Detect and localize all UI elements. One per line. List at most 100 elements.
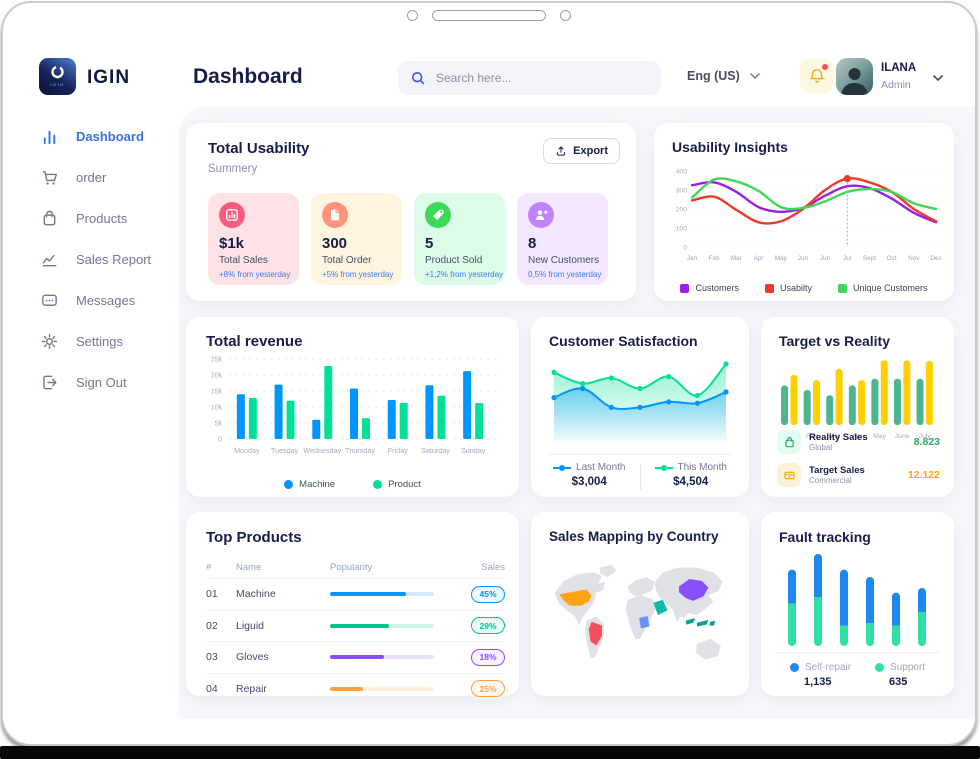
svg-text:May: May [873, 433, 886, 440]
stat-label: New Customers [528, 255, 600, 266]
page-title: Dashboard [193, 65, 303, 88]
svg-text:Friday: Friday [388, 446, 408, 455]
speaker-icon [432, 10, 546, 21]
stat-delta: 0,5% from yesterday [528, 270, 602, 279]
sidebar-item-dashboard[interactable]: Dashboard [40, 120, 179, 152]
total-revenue-legend: Machine Product [186, 479, 519, 490]
svg-text:Saturday: Saturday [421, 446, 450, 455]
svg-text:Tuesday: Tuesday [271, 446, 299, 455]
logo-swirl-icon: IGIN [50, 65, 64, 87]
device-camera-strip [3, 10, 975, 21]
card-title: Top Products [206, 529, 302, 546]
card-title: Usability Insights [672, 139, 788, 155]
popularity-bar [330, 592, 461, 597]
legend-label: Reality Sales [809, 431, 868, 443]
sidebar-item-label: Sign Out [76, 374, 127, 390]
total-usability-card: Total Usability Summery Export $1k Total… [186, 123, 636, 301]
card-title: Total Usability [208, 140, 310, 157]
sidebar-item-messages[interactable]: Messages [40, 284, 179, 316]
product-rank: 04 [206, 682, 218, 695]
legend-sublabel: Commercial [809, 475, 852, 485]
camera-icon [560, 10, 571, 21]
divider [639, 464, 641, 490]
ticket-icon [777, 463, 801, 487]
legend-self-repair: Self-repair 1,135 [789, 662, 851, 688]
line-chart-icon [42, 254, 57, 266]
customer-satisfaction-card: Customer Satisfaction Last Month $3,004 [531, 317, 749, 497]
country-saudi-arabia[interactable] [653, 599, 668, 616]
search-input[interactable] [434, 70, 638, 86]
customer-satisfaction-chart [550, 353, 730, 454]
export-button[interactable]: Export [543, 138, 620, 164]
search-bar[interactable] [398, 61, 661, 95]
sales-badge: 25% [471, 680, 505, 698]
stat-label: Total Order [322, 255, 372, 266]
card-title: Target vs Reality [779, 333, 891, 349]
sales-badge: 29% [471, 617, 505, 635]
svg-text:Oct: Oct [887, 255, 897, 262]
stat-delta: +1,2% from yesterday [425, 270, 504, 279]
svg-text:IGIN: IGIN [50, 82, 64, 87]
line-dot-icon [553, 464, 572, 471]
svg-text:Des: Des [930, 255, 941, 262]
stat-label: Product Sold [425, 255, 483, 266]
svg-text:Apr: Apr [754, 255, 765, 262]
profile-menu-button[interactable] [933, 69, 943, 87]
country-indonesia[interactable] [685, 617, 716, 627]
gear-icon [41, 333, 58, 349]
top-products-card: Top Products # Name Popularity Sales 01 M… [186, 512, 519, 698]
stat-delta: +8% from yesterday [219, 270, 291, 279]
user-role: Admin [881, 79, 911, 91]
sales-mapping-card: Sales Mapping by Country [531, 512, 749, 696]
bar-chart-icon [43, 130, 56, 144]
svg-text:Jul: Jul [843, 255, 851, 262]
legend-label: Target Sales [809, 464, 865, 476]
cart-icon [42, 170, 58, 185]
svg-text:June: June [895, 433, 910, 440]
sidebar-item-label: Messages [76, 292, 136, 308]
svg-text:10k: 10k [211, 405, 223, 412]
sidebar-item-settings[interactable]: Settings [40, 325, 179, 357]
usability-insights-card: Usability Insights 0 100 200 300 400 Jan Feb Ma… [654, 123, 954, 301]
fault-tracking-card: Fault tracking Self-repair 1,135 Support… [761, 512, 954, 696]
notifications-button[interactable] [800, 59, 834, 93]
fault-tracking-legend: Self-repair 1,135 Support 635 [761, 662, 954, 688]
fault-tracking-chart [779, 548, 935, 657]
country-united-states[interactable] [559, 589, 592, 606]
svg-text:5k: 5k [215, 421, 223, 428]
camera-icon [407, 10, 418, 21]
sidebar: Dashboard order Products Sales Report [3, 111, 179, 407]
sidebar-item-products[interactable]: Products [40, 202, 179, 234]
svg-text:Nov: Nov [908, 255, 920, 262]
sidebar-item-order[interactable]: order [40, 161, 179, 193]
card-title: Customer Satisfaction [549, 333, 698, 349]
stat-card-total-order: 300 Total Order +5% from yesterday [311, 193, 402, 285]
notification-badge [822, 64, 828, 70]
sign-out-icon [43, 375, 57, 389]
user-name: ILANA [881, 62, 917, 74]
sidebar-item-sales-report[interactable]: Sales Report [40, 243, 179, 275]
svg-text:20k: 20k [211, 373, 223, 380]
table-row: 02 Liguid 29% [206, 609, 505, 642]
legend-value: $4,504 [673, 476, 709, 488]
avatar[interactable] [836, 58, 873, 95]
sidebar-item-sign-out[interactable]: Sign Out [40, 366, 179, 398]
stat-card-product-sold: 5 Product Sold +1,2% from yesterday [414, 193, 505, 285]
message-icon [42, 294, 57, 306]
customer-satisfaction-legend: Last Month $3,004 This Month $4,504 [531, 462, 749, 490]
popularity-bar [330, 623, 461, 628]
top-products-table: # Name Popularity Sales 01 Machine 45% 02 Li… [206, 556, 505, 704]
card-title: Fault tracking [779, 529, 871, 545]
table-header: # Name Popularity Sales [206, 556, 505, 578]
svg-text:200: 200 [676, 207, 688, 214]
country-brazil[interactable] [588, 621, 602, 646]
dot-icon [789, 663, 799, 672]
country-dr-congo[interactable] [639, 616, 650, 629]
divider [549, 454, 731, 455]
legend-item: Usabilty [764, 283, 812, 293]
language-selector[interactable]: Eng (US) [687, 69, 760, 83]
svg-text:Feb: Feb [709, 255, 720, 262]
sales-badge: 45% [471, 585, 505, 603]
legend-target-sales: Target Sales Commercial 12.122 [777, 463, 940, 487]
country-china[interactable] [678, 579, 709, 601]
